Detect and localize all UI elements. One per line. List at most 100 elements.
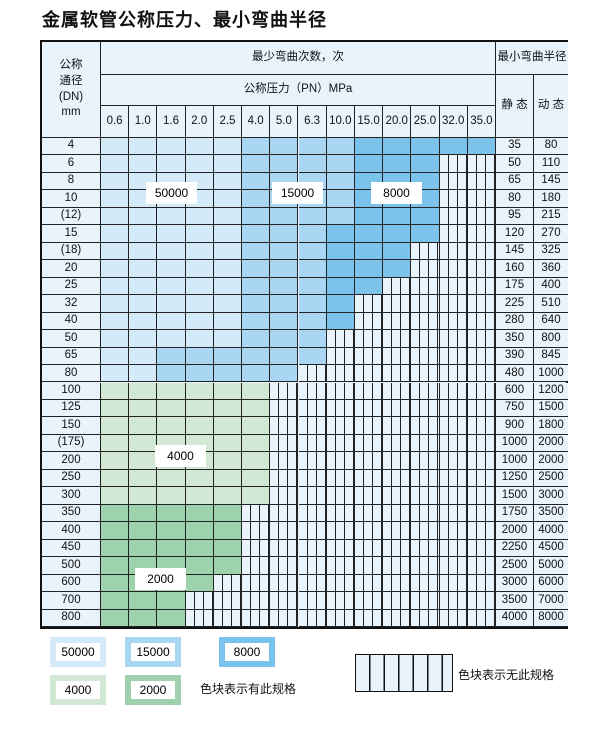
dn-cell: 300 — [42, 487, 101, 505]
static-radius-cell: 160 — [496, 260, 534, 278]
grade-cell-D — [354, 225, 384, 243]
cycles-header: 最少弯曲次数，次 — [101, 42, 496, 75]
grade-cell-L — [157, 155, 186, 173]
pressure-col-header: 10.0 — [326, 106, 355, 138]
grade-cell-M — [242, 190, 271, 208]
grade-cell-M — [242, 347, 271, 366]
grade-cell-G — [101, 487, 130, 505]
grade-cell-L — [157, 242, 186, 261]
grade-cell-L — [157, 312, 186, 331]
dn-cell: 700 — [42, 592, 101, 610]
grade-cell-L — [185, 155, 214, 173]
grade-cell-M — [242, 295, 271, 313]
grade-cell-L — [101, 295, 130, 313]
grade-cell-N — [467, 399, 496, 418]
dn-cell: 15 — [42, 225, 101, 243]
grade-cell-L — [129, 277, 158, 296]
grade-cell-L — [213, 207, 243, 226]
legend-50000: 50000 — [50, 637, 106, 667]
static-radius-cell: 480 — [496, 365, 534, 383]
dn-cell: 8 — [42, 172, 101, 191]
grade-cell-N — [270, 417, 299, 435]
static-radius-cell: 3000 — [496, 574, 534, 593]
grade-cell-L — [129, 242, 158, 261]
grade-cell-M — [157, 365, 186, 383]
grade-cell-D — [326, 225, 355, 243]
pressure-col-header: 2.0 — [185, 106, 214, 138]
grade-cell-N — [270, 522, 299, 540]
grade-cell-N — [467, 295, 496, 313]
grade-cell-D — [411, 225, 440, 243]
grade-cell-L — [101, 207, 130, 226]
grade-cell-D — [439, 138, 468, 156]
grade-cell-G — [101, 434, 130, 453]
grade-cell-N — [326, 330, 355, 348]
grade-cell-N — [467, 557, 496, 575]
grade-cell-H — [129, 609, 158, 627]
grade-cell-N — [383, 382, 412, 400]
grade-cell-L — [101, 312, 130, 331]
grade-cell-H — [185, 574, 214, 593]
grade-cell-M — [242, 277, 271, 296]
grade-cell-N — [439, 504, 468, 523]
grade-cell-D — [383, 155, 412, 173]
grade-cell-N — [242, 592, 271, 610]
grade-cell-H — [157, 539, 186, 558]
grade-cell-N — [439, 260, 468, 278]
grade-cell-L — [101, 365, 130, 383]
grade-cell-N — [467, 172, 496, 191]
grade-cell-N — [383, 330, 412, 348]
static-radius-cell: 80 — [496, 190, 534, 208]
dynamic-radius-cell: 1000 — [534, 365, 568, 383]
grade-cell-G — [185, 382, 214, 400]
grade-cell-N — [411, 242, 440, 261]
grade-cell-L — [101, 277, 130, 296]
grade-cell-N — [411, 434, 440, 453]
grade-cell-L — [213, 190, 243, 208]
grade-cell-G — [242, 487, 271, 505]
grade-cell-N — [383, 452, 412, 470]
grade-cell-D — [467, 138, 496, 156]
grade-cell-N — [354, 469, 384, 488]
grade-cell-L — [213, 312, 243, 331]
dynamic-radius-cell: 4500 — [534, 539, 568, 558]
grade-cell-H — [129, 522, 158, 540]
dynamic-radius-cell: 4000 — [534, 522, 568, 540]
grade-cell-D — [411, 138, 440, 156]
grade-cell-D — [354, 242, 384, 261]
grade-cell-N — [326, 539, 355, 558]
grade-cell-H — [157, 522, 186, 540]
grade-cell-D — [354, 155, 384, 173]
grade-cell-N — [467, 504, 496, 523]
static-radius-cell: 600 — [496, 382, 534, 400]
grade-cell-N — [326, 504, 355, 523]
grade-cell-N — [439, 190, 468, 208]
dn-cell: 6 — [42, 155, 101, 173]
grade-cell-G — [129, 434, 158, 453]
grade-cell-N — [326, 399, 355, 418]
grade-cell-N — [213, 574, 243, 593]
grade-cell-N — [354, 434, 384, 453]
grade-cell-N — [383, 574, 412, 593]
dn-cell: 10 — [42, 190, 101, 208]
grade-cell-D — [383, 260, 412, 278]
static-radius-cell: 175 — [496, 277, 534, 296]
grade-cell-L — [213, 138, 243, 156]
grade-cell-N — [383, 434, 412, 453]
grade-cell-N — [326, 469, 355, 488]
grade-cell-H — [185, 504, 214, 523]
grade-cell-L — [185, 207, 214, 226]
grade-cell-N — [270, 487, 299, 505]
grade-cell-H — [185, 539, 214, 558]
dynamic-radius-cell: 360 — [534, 260, 568, 278]
grade-cell-G — [129, 382, 158, 400]
legend-unavailable-swatch — [355, 654, 453, 692]
grade-cell-L — [101, 242, 130, 261]
grade-cell-N — [467, 365, 496, 383]
static-radius-cell: 1500 — [496, 487, 534, 505]
grade-cell-N — [439, 574, 468, 593]
grade-cell-N — [298, 434, 327, 453]
static-radius-cell: 1000 — [496, 434, 534, 453]
grade-cell-M — [298, 260, 327, 278]
grade-cell-N — [467, 487, 496, 505]
